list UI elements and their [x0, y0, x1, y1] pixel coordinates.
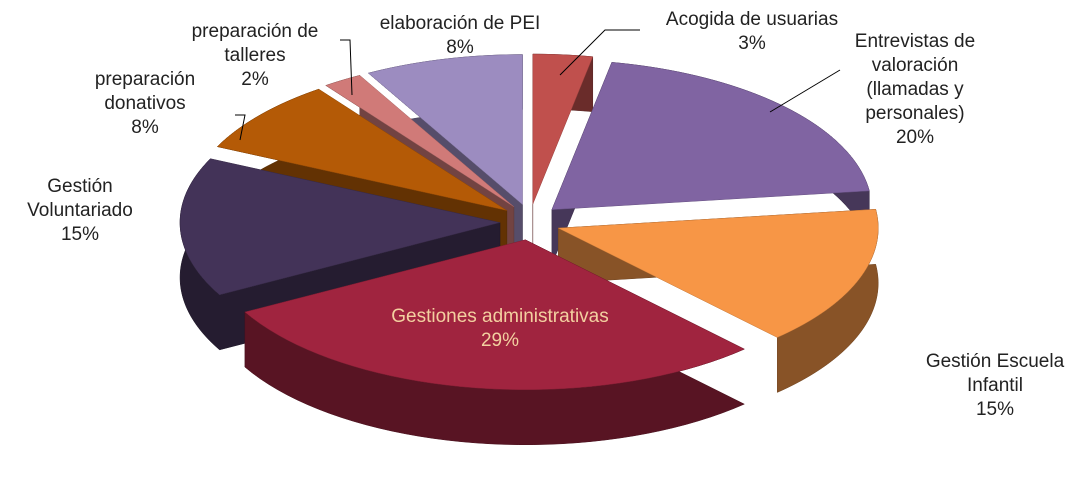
slice — [244, 239, 745, 390]
leader-line — [559, 29, 640, 76]
leader-line — [340, 39, 353, 96]
data-label: Entrevistas de valoración (llamadas y pe… — [835, 30, 995, 150]
data-label: Gestión Voluntariado 15% — [10, 175, 150, 247]
slice — [551, 62, 870, 210]
value-label: 15% — [975, 399, 1015, 420]
category-label: Acogida de usuarias — [665, 9, 839, 30]
data-label: Acogida de usuarias 3% — [632, 8, 872, 56]
category-label: preparación de talleres — [191, 21, 319, 66]
value-label: 15% — [60, 224, 100, 245]
slice — [216, 88, 508, 211]
category-label: elaboración de PEI — [379, 13, 541, 34]
category-label: Entrevistas de valoración (llamadas y pe… — [854, 31, 976, 124]
data-label: Gestiones administrativas 29% — [390, 305, 610, 353]
value-label: 8% — [131, 117, 159, 138]
data-label: elaboración de PEI 8% — [350, 12, 570, 60]
value-label: 3% — [738, 33, 766, 54]
data-label: Gestión Escuela Infantil 15% — [908, 350, 1083, 422]
slice — [367, 54, 523, 206]
slice — [179, 158, 501, 296]
leader-line — [769, 69, 841, 113]
value-label: 29% — [480, 330, 520, 351]
slice — [557, 209, 879, 338]
category-label: Gestión Voluntariado — [27, 176, 133, 221]
value-label: 8% — [446, 37, 474, 58]
value-label: 20% — [895, 127, 935, 148]
category-label: Gestiones administrativas — [391, 306, 609, 327]
category-label: Gestión Escuela Infantil — [925, 351, 1065, 396]
slice — [325, 75, 515, 208]
slice — [532, 53, 594, 205]
data-label: preparación donativos 8% — [80, 68, 210, 140]
leader-line — [235, 114, 246, 141]
category-label: preparación donativos — [94, 69, 196, 114]
data-label: preparación de talleres 2% — [165, 20, 345, 92]
value-label: 2% — [241, 69, 269, 90]
